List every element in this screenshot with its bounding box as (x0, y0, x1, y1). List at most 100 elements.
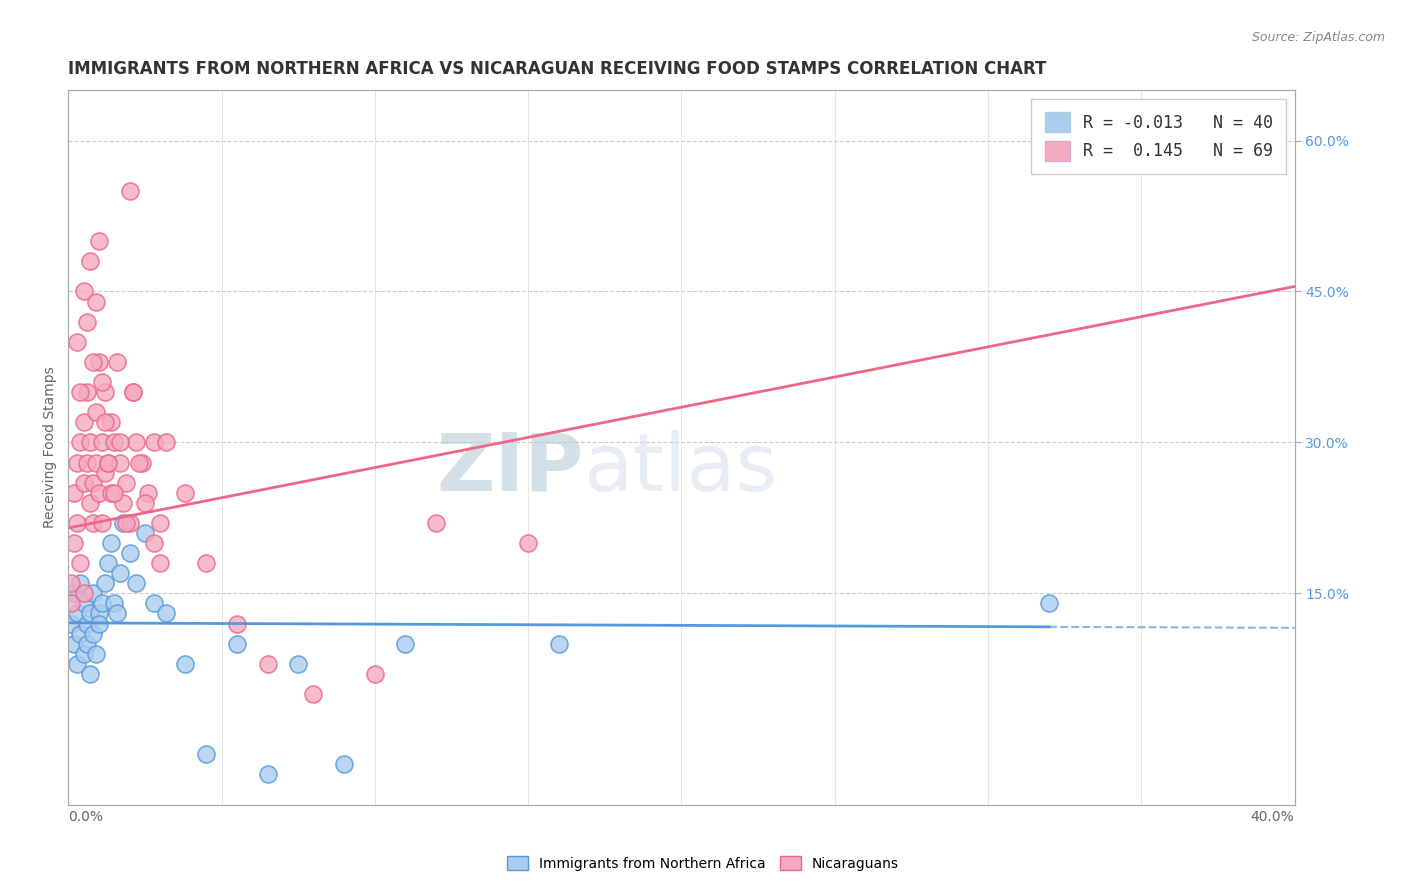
Point (66, 456, 89, 470)
Point (79, 607, 101, 621)
Point (112, 516, 135, 530)
Point (69, 385, 91, 400)
Point (94, 576, 117, 591)
Point (124, 576, 146, 591)
Point (66, 657, 89, 671)
Point (149, 516, 172, 530)
Point (63, 637, 86, 651)
Point (256, 657, 278, 671)
Point (128, 456, 150, 470)
Point (364, 666, 387, 681)
Point (110, 435, 132, 450)
Point (100, 415, 122, 429)
Point (79, 254, 101, 268)
Point (82, 586, 104, 600)
Point (84, 294, 107, 309)
Point (105, 355, 128, 369)
Point (79, 496, 101, 510)
Point (173, 485, 195, 500)
Point (94, 385, 117, 400)
Point (121, 385, 143, 400)
Point (394, 637, 416, 651)
Point (134, 496, 156, 510)
Legend: R = -0.013   N = 40, R =  0.145   N = 69: R = -0.013 N = 40, R = 0.145 N = 69 (1031, 99, 1286, 174)
Point (76, 616, 98, 631)
Point (91, 375, 114, 389)
Point (66, 334, 89, 349)
Point (72, 415, 94, 429)
Point (118, 184, 141, 198)
Point (66, 516, 89, 530)
Point (84, 405, 107, 419)
Point (91, 435, 114, 450)
Point (195, 747, 218, 762)
Point (103, 485, 125, 500)
Point (66, 607, 89, 621)
Point (97, 456, 120, 470)
Point (131, 456, 153, 470)
Point (112, 496, 135, 510)
Point (94, 415, 117, 429)
Point (225, 616, 247, 631)
Point (143, 435, 166, 450)
Point (72, 475, 94, 490)
Point (97, 556, 120, 570)
Point (76, 456, 98, 470)
Point (76, 315, 98, 329)
Text: atlas: atlas (583, 430, 778, 508)
Point (63, 536, 86, 550)
Point (225, 637, 247, 651)
Point (110, 456, 132, 470)
Point (105, 607, 128, 621)
Point (143, 596, 166, 610)
Y-axis label: Receiving Food Stamps: Receiving Food Stamps (44, 367, 58, 528)
Point (195, 556, 218, 570)
Point (124, 435, 146, 450)
Point (256, 767, 278, 781)
Point (103, 596, 125, 610)
Point (333, 757, 356, 772)
Point (76, 637, 98, 651)
Point (72, 647, 94, 661)
Point (76, 385, 98, 400)
Point (425, 516, 447, 530)
Point (115, 516, 138, 530)
Point (91, 516, 114, 530)
Point (72, 586, 94, 600)
Point (60, 576, 83, 591)
Point (87, 607, 110, 621)
Point (155, 607, 177, 621)
Text: 0.0%: 0.0% (69, 810, 103, 823)
Point (110, 566, 132, 581)
Point (136, 485, 159, 500)
Point (97, 456, 120, 470)
Point (87, 234, 110, 248)
Point (115, 475, 138, 490)
Point (517, 536, 540, 550)
Point (82, 355, 104, 369)
Point (1038, 596, 1060, 610)
Point (91, 596, 114, 610)
Point (82, 626, 104, 640)
Point (149, 556, 172, 570)
Point (69, 576, 91, 591)
Text: 40.0%: 40.0% (1251, 810, 1295, 823)
Point (121, 385, 143, 400)
Legend: Immigrants from Northern Africa, Nicaraguans: Immigrants from Northern Africa, Nicarag… (502, 850, 904, 876)
Point (100, 536, 122, 550)
Point (63, 586, 86, 600)
Text: Source: ZipAtlas.com: Source: ZipAtlas.com (1251, 31, 1385, 45)
Point (69, 556, 91, 570)
Point (94, 466, 117, 480)
Text: IMMIGRANTS FROM NORTHERN AFRICA VS NICARAGUAN RECEIVING FOOD STAMPS CORRELATION : IMMIGRANTS FROM NORTHERN AFRICA VS NICAR… (69, 60, 1046, 78)
Point (143, 536, 166, 550)
Point (60, 596, 83, 610)
Point (79, 435, 101, 450)
Point (103, 435, 125, 450)
Point (87, 355, 110, 369)
Point (87, 616, 110, 631)
Point (173, 657, 195, 671)
Point (87, 485, 110, 500)
Point (100, 485, 122, 500)
Point (79, 666, 101, 681)
